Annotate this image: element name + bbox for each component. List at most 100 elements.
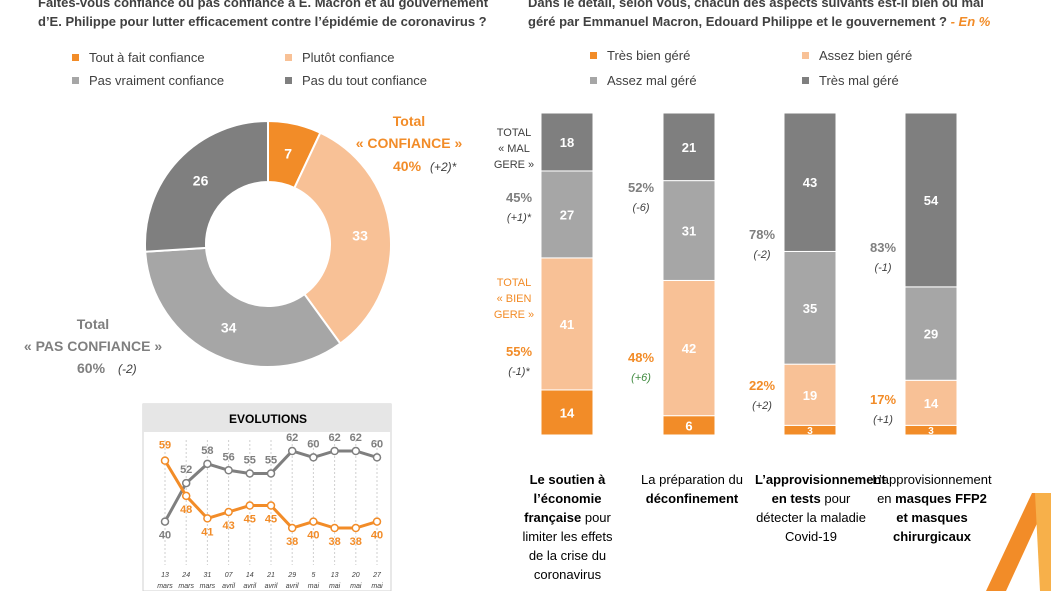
total-confiance-title: « CONFIANCE » xyxy=(356,135,463,151)
evolutions-point xyxy=(309,453,318,462)
legend-label: Très mal géré xyxy=(819,73,899,88)
total-confiance-change: (+2)* xyxy=(430,160,457,174)
total-mal-gere-l3: GERE » xyxy=(494,159,534,171)
total-bien-pct: 17% xyxy=(870,392,896,407)
evolutions-x-month: avril xyxy=(265,583,278,590)
evolutions-value-label: 38 xyxy=(328,536,340,548)
legend-swatch xyxy=(802,52,809,59)
brand-logo xyxy=(986,493,1051,591)
evolutions-value-label: 62 xyxy=(328,432,340,444)
total-mal-change: (+1)* xyxy=(507,212,532,224)
evolutions-x-day: 07 xyxy=(225,572,234,579)
logo-stroke-yellow xyxy=(1035,493,1051,591)
en-pct-note: - En % xyxy=(950,14,991,29)
right-question-text: géré par Emmanuel Macron, Edouard Philip… xyxy=(528,14,947,29)
evolutions-x-day: 14 xyxy=(246,572,254,579)
evolutions-point xyxy=(224,507,233,517)
evolutions-point xyxy=(372,517,382,526)
total-bien-change: (+2) xyxy=(752,400,772,412)
bar-value-label: 35 xyxy=(803,301,817,316)
legend-label: Très bien géré xyxy=(607,48,691,63)
legend-pas-vraiment: Pas vraiment confiance xyxy=(72,73,224,88)
donut-slice xyxy=(144,246,342,368)
total-confiance-label: Total xyxy=(393,113,425,129)
total-mal-change: (-6) xyxy=(632,202,649,214)
bar-label-deconfinement: La préparation du déconfinement xyxy=(637,470,747,508)
evolutions-value-label: 40 xyxy=(159,530,171,542)
right-question-line2: géré par Emmanuel Macron, Edouard Philip… xyxy=(528,13,990,30)
evolutions-value-label: 55 xyxy=(244,454,256,466)
bar-label-text: pour détecter la maladie Covid-19 xyxy=(756,491,866,544)
evolutions-value-label: 56 xyxy=(222,451,234,463)
donut-slice xyxy=(293,131,392,345)
donut-chart: 7 33 34 26 xyxy=(144,119,392,368)
evolutions-point xyxy=(160,517,170,526)
legend-assez-bien: Assez bien géré xyxy=(802,48,912,63)
evolutions-point xyxy=(181,478,191,488)
bar-label-masques: L’approvisionnement en masques FFP2 et m… xyxy=(872,470,992,546)
legend-label: Assez bien géré xyxy=(819,48,913,63)
bar-value-label: 41 xyxy=(560,317,574,332)
bar-value-label: 14 xyxy=(924,396,939,411)
legend-swatch xyxy=(72,54,79,61)
evolutions-point xyxy=(245,469,255,478)
total-bien-change: (+1) xyxy=(873,414,893,426)
evolutions-title: EVOLUTIONS xyxy=(229,412,307,426)
evolutions-point xyxy=(203,459,212,469)
evolutions-value-label: 38 xyxy=(286,536,298,548)
bar-value-label: 3 xyxy=(928,426,934,437)
bar-segment xyxy=(540,170,594,259)
bar-value-label: 42 xyxy=(682,341,696,356)
evolutions-value-label: 60 xyxy=(371,438,383,450)
bar-segment xyxy=(904,112,958,288)
evolutions-x-day: 27 xyxy=(372,572,382,579)
evolutions-point xyxy=(266,501,276,510)
bar-label-tests: L’approvisionnement en tests pour détect… xyxy=(755,470,886,546)
total-confiance-pct: 40% xyxy=(393,158,422,174)
evolutions-value-label: 40 xyxy=(371,530,383,542)
legend-label: Pas vraiment confiance xyxy=(89,73,225,88)
right-question-line1: Dans le détail, selon vous, chacun des a… xyxy=(528,0,984,10)
left-question-line2: d’E. Philippe pour lutter efficacement c… xyxy=(38,14,487,29)
evolutions-x-month: mai xyxy=(329,583,341,590)
evolutions-x-day: 20 xyxy=(351,572,360,579)
bar-segment xyxy=(662,180,716,281)
evolutions-point xyxy=(203,514,212,523)
evolutions-point xyxy=(330,446,339,456)
evolutions-value-label: 52 xyxy=(180,464,192,476)
bar-value-label: 21 xyxy=(682,140,696,155)
bar-value-label: 3 xyxy=(807,426,813,437)
bar-segment xyxy=(783,363,837,426)
legend-swatch xyxy=(590,77,597,84)
bar-value-label: 31 xyxy=(682,224,696,239)
evolutions-x-month: mars xyxy=(157,583,173,590)
evolutions-x-day: 21 xyxy=(266,572,275,579)
evolutions-value-label: 40 xyxy=(307,530,319,542)
bar-value-label: 43 xyxy=(803,175,817,190)
donut-slice xyxy=(144,119,269,253)
bar-value-label: 6 xyxy=(685,418,692,433)
evolutions-x-month: mars xyxy=(178,583,194,590)
total-pas-confiance-title: « PAS CONFIANCE » xyxy=(24,338,162,354)
evolutions-value-label: 58 xyxy=(201,445,213,457)
legend-swatch xyxy=(72,77,79,84)
total-mal-pct: 83% xyxy=(870,240,896,255)
evolutions-x-month: mai xyxy=(371,583,383,590)
evolutions-x-day: 31 xyxy=(204,572,212,579)
bar-value-label: 19 xyxy=(803,388,817,403)
legend-plutot: Plutôt confiance xyxy=(285,50,395,65)
bar-label-economie: Le soutien à l’économie française pour l… xyxy=(515,470,620,584)
bar-segment xyxy=(783,250,837,365)
evolutions-point xyxy=(330,523,339,533)
total-pas-confiance-label: Total xyxy=(77,316,109,332)
bar-value-label: 18 xyxy=(560,135,574,150)
legend-assez-mal: Assez mal géré xyxy=(590,73,697,88)
stacked-bar-chart: 14 41 27 18 45% (+1)* 55% (-1)* 6 42 31 21 52% (-6) 48… xyxy=(506,112,958,437)
legend-label: Pas du tout confiance xyxy=(302,73,428,88)
total-mal-change: (-2) xyxy=(753,249,770,261)
total-bien-change: (+6) xyxy=(631,372,651,384)
bar-segment xyxy=(540,389,594,436)
total-mal-change: (-1) xyxy=(874,262,891,274)
legend-tres-mal: Très mal géré xyxy=(802,73,899,88)
